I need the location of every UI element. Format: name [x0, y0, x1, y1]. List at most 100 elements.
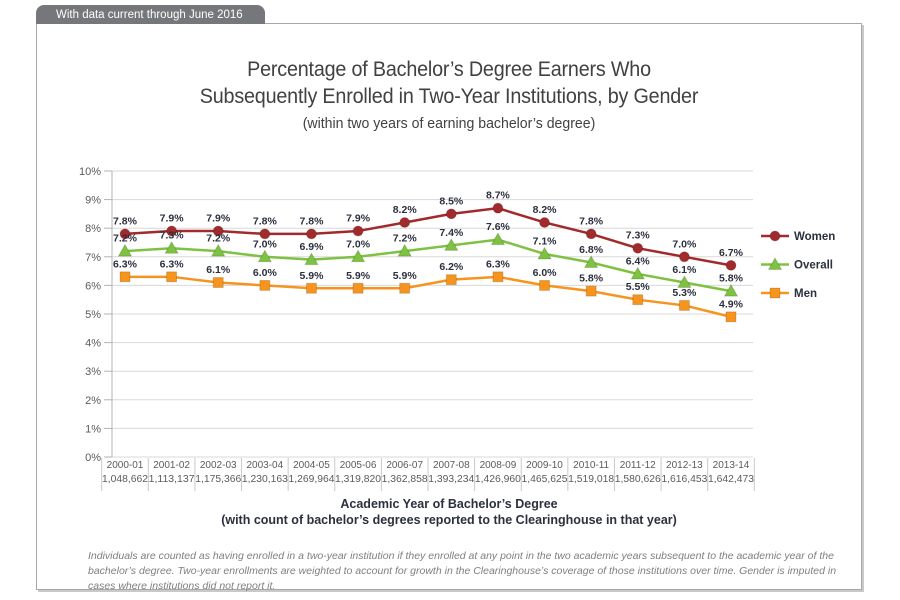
x-tick-count: 1,616,453: [661, 474, 707, 485]
men-point-label: 5.8%: [579, 273, 604, 285]
overall-point: [164, 240, 179, 254]
overall-point-label: 5.8%: [719, 273, 744, 285]
chart-subtitle: (within two years of earning bachelor’s …: [302, 115, 596, 132]
women-legend-label: Women: [794, 231, 835, 243]
women-point-label: 7.9%: [206, 213, 231, 225]
women-point-label: 8.5%: [439, 195, 464, 207]
y-tick-label: 2%: [85, 395, 101, 407]
overall-point: [350, 249, 366, 263]
men-point: [445, 274, 457, 286]
women-point: [725, 259, 737, 271]
x-tick-year: 2000-01: [107, 460, 144, 471]
men-point: [212, 277, 224, 289]
overall-point: [304, 252, 319, 266]
overall-legend-marker: [767, 256, 783, 270]
women-point: [539, 216, 551, 228]
men-point-label: 6.0%: [533, 267, 558, 279]
x-tick-year: 2007-08: [433, 460, 470, 471]
men-point: [119, 271, 131, 283]
women-point: [305, 228, 317, 240]
x-tick-year: 2009-10: [526, 460, 563, 471]
y-tick-label: 5%: [85, 309, 101, 321]
series-women: 7.8% 7.9% 7.9% 7.8% 7.8% 7.9% 8.2% 8.5% 8.7% 8.2%…: [113, 190, 744, 271]
women-point-label: 8.7%: [486, 190, 511, 202]
overall-point: [117, 243, 133, 257]
y-tick-label: 3%: [85, 366, 101, 378]
men-point-label: 6.1%: [206, 264, 231, 276]
overall-point: [490, 232, 506, 246]
x-tick-year: 2010-11: [573, 460, 609, 471]
x-tick-year: 2006-07: [386, 460, 423, 471]
x-tick-count: 1,426,960: [475, 474, 521, 485]
men-point-label: 5.5%: [626, 281, 651, 293]
x-tick-year: 2012-13: [666, 460, 703, 471]
x-tick-count: 1,465,625: [522, 474, 568, 485]
overall-point-label: 7.4%: [439, 227, 464, 239]
overall-point-label: 6.1%: [672, 264, 697, 276]
men-line: [125, 275, 732, 319]
overall-point-label: 7.1%: [533, 235, 558, 247]
x-tick-count: 1,048,662: [102, 474, 148, 485]
overall-point: [537, 246, 552, 260]
x-tick-count: 1,230,163: [242, 474, 288, 485]
legend-item-overall: Overall: [761, 256, 833, 272]
y-axis: 0% 1% 2% 3% 4% 5% 6% 7% 8% 9% 10%: [79, 166, 113, 464]
overall-point: [443, 237, 459, 251]
x-tick-count: 1,362,858: [382, 474, 428, 485]
women-point-label: 7.8%: [299, 215, 324, 227]
overall-point: [630, 266, 646, 280]
women-point: [678, 251, 690, 263]
series-overall: 7.2% 7.3% 7.2% 7.0% 6.9% 7.0% 7.2% 7.4% 7.6% 7.1%…: [113, 221, 744, 297]
women-legend-marker: [769, 230, 781, 242]
women-point-label: 7.8%: [113, 215, 138, 227]
men-point: [585, 285, 597, 297]
x-tick-year: 2005-06: [340, 460, 377, 471]
x-axis-title-line1: Academic Year of Bachelor’s Degree: [340, 497, 558, 511]
men-point: [632, 294, 644, 306]
women-point: [492, 202, 504, 214]
overall-line: [124, 238, 732, 293]
women-point: [259, 228, 271, 240]
y-tick-label: 8%: [85, 223, 101, 235]
women-point: [212, 225, 224, 237]
women-point-label: 8.2%: [533, 204, 558, 216]
overall-point: [397, 243, 413, 257]
y-tick-label: 10%: [79, 166, 101, 178]
x-tick-year: 2003-04: [246, 460, 283, 471]
y-tick-label: 6%: [85, 280, 101, 292]
men-point: [399, 282, 411, 294]
men-point: [539, 279, 551, 291]
y-tick-label: 0%: [85, 452, 101, 464]
overall-point-label: 7.2%: [393, 233, 418, 245]
overall-point-label: 7.3%: [160, 230, 185, 242]
chart-title-block: Percentage of Bachelor’s Degree Earners …: [62, 56, 837, 135]
men-point-label: 4.9%: [719, 298, 744, 310]
overall-point-label: 7.2%: [206, 233, 231, 245]
chart-title-line1: Percentage of Bachelor’s Degree Earners …: [247, 58, 651, 81]
men-legend-marker: [769, 287, 781, 299]
overall-point: [723, 283, 739, 297]
overall-legend-label: Overall: [794, 260, 833, 272]
banner-label: With data current through June 2016: [56, 9, 243, 21]
overall-point: [257, 249, 273, 263]
women-point: [166, 225, 178, 237]
women-point: [445, 208, 457, 220]
x-tick-year: 2008-09: [480, 460, 517, 471]
women-point-label: 7.3%: [626, 230, 651, 242]
overall-point-label: 6.4%: [626, 255, 651, 267]
banner-tab: With data current through June 2016: [36, 5, 265, 24]
overall-point-label: 6.8%: [579, 244, 604, 256]
overall-point: [210, 243, 226, 257]
x-tick-count: 1,393,234: [428, 474, 474, 485]
report-panel: Percentage of Bachelor’s Degree Earners …: [36, 23, 862, 592]
x-tick-count: 1,269,964: [288, 474, 334, 485]
x-axis-title-line2: (with count of bachelor’s degrees report…: [221, 513, 677, 527]
overall-point-label: 7.2%: [113, 233, 138, 245]
women-point-label: 8.2%: [393, 204, 418, 216]
men-point: [305, 282, 317, 294]
men-point: [492, 271, 504, 283]
x-axis-title: Academic Year of Bachelor’s Degree (with…: [37, 496, 861, 528]
men-point: [725, 311, 737, 323]
men-point: [678, 299, 690, 311]
